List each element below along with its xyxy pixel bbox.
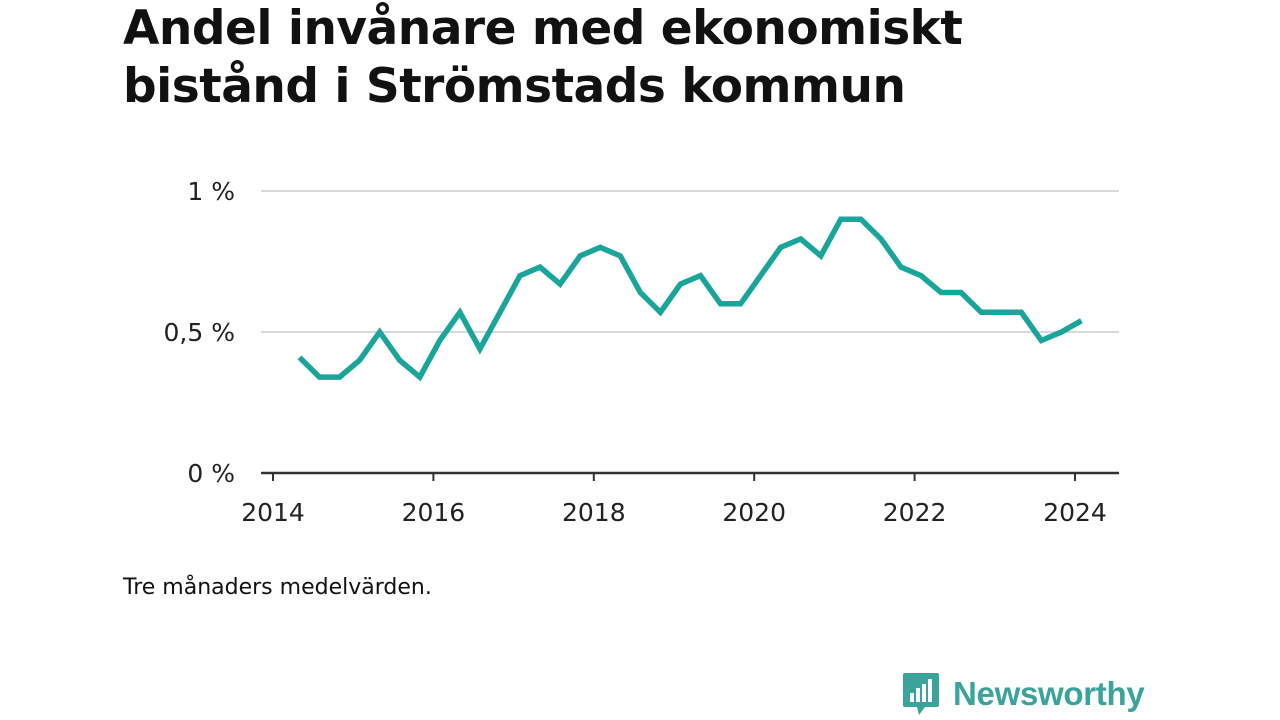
chart-title-line-1: Andel invånare med ekonomiskt — [123, 1, 963, 56]
x-axis-labels: 2014 2016 2018 2020 2022 2024 — [241, 498, 1107, 527]
x-tick-label: 2014 — [241, 498, 305, 527]
x-tick-label: 2020 — [722, 498, 786, 527]
grid-lines — [261, 190, 1119, 333]
y-tick-label: 0,5 % — [164, 318, 235, 347]
x-tick-label: 2018 — [562, 498, 626, 527]
y-tick-label: 1 % — [187, 177, 235, 206]
y-axis-labels: 0 % 0,5 % 1 % — [164, 177, 235, 488]
x-tick-label: 2016 — [402, 498, 466, 527]
y-tick-label: 0 % — [187, 459, 235, 488]
line-chart: 0 % 0,5 % 1 % 2014 2016 2018 2020 2022 2024 — [164, 177, 1119, 527]
brand-name: Newsworthy — [953, 675, 1145, 712]
series-layer — [297, 216, 1083, 382]
x-tick-label: 2022 — [883, 498, 947, 527]
series-line — [297, 216, 1083, 382]
bar-chart-speech-bubble-icon — [903, 673, 939, 715]
x-tick-label: 2024 — [1043, 498, 1107, 527]
x-axis — [261, 471, 1119, 481]
chart-caption: Tre månaders medelvärden. — [123, 575, 432, 600]
newsworthy-brand: Newsworthy — [901, 670, 1145, 718]
chart-title-line-2: bistånd i Strömstads kommun — [123, 59, 906, 114]
chart-title: Andel invånare med ekonomiskt bistånd i … — [123, 0, 1123, 116]
